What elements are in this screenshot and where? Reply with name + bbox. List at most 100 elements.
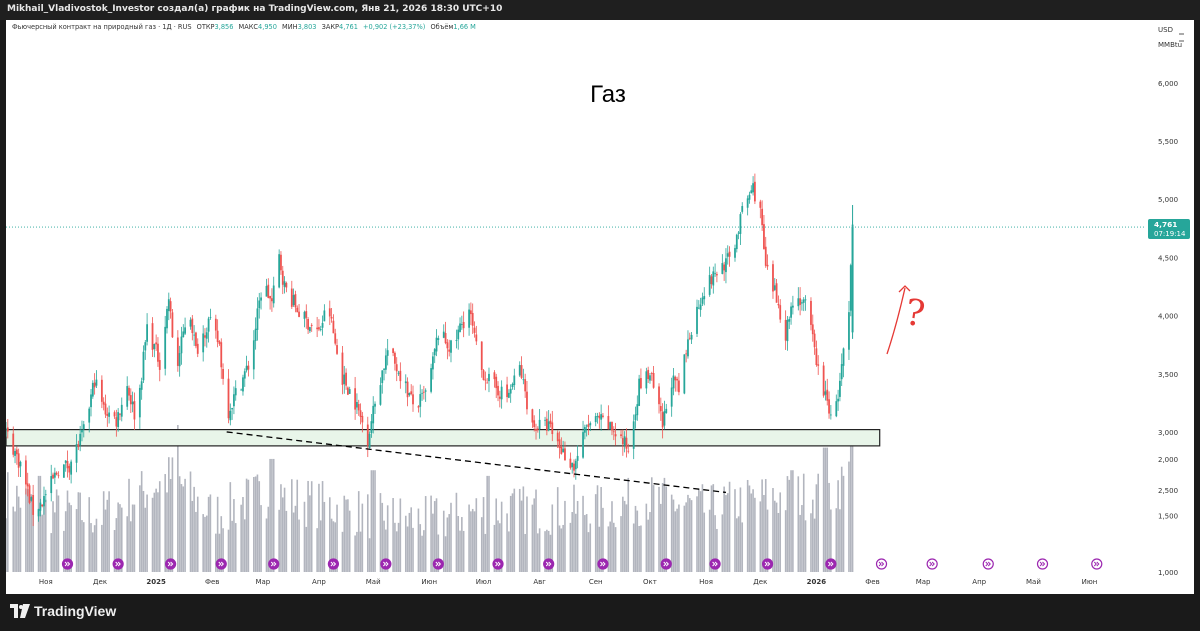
candle-body	[128, 387, 130, 396]
volume-bar	[784, 510, 787, 572]
volume-bar	[676, 508, 678, 572]
candle-body	[113, 412, 116, 417]
candle-body	[155, 342, 158, 345]
volume-bar	[708, 509, 711, 572]
scale-menu-icon[interactable]	[1179, 33, 1184, 42]
candle-body	[748, 194, 751, 200]
price-tick-label: 2,500	[1158, 487, 1178, 495]
candle-body	[625, 437, 628, 449]
legend-open-value: 3,856	[215, 23, 234, 31]
volume-bar	[484, 533, 487, 572]
candle-body	[308, 327, 311, 332]
volume-bar	[640, 525, 642, 572]
candle-body	[766, 264, 769, 267]
candle-body	[115, 417, 118, 427]
volume-bar	[457, 515, 460, 572]
event-marker-chevrons	[270, 561, 277, 567]
candle-body	[574, 460, 577, 470]
volume-layer	[6, 425, 854, 572]
candle-body	[471, 312, 474, 326]
candle-body	[204, 335, 206, 338]
volume-bar	[196, 496, 199, 572]
candle-body	[243, 371, 246, 379]
volume-bar	[752, 489, 754, 572]
candle-body	[582, 432, 584, 458]
price-scale[interactable]: USD MMBtu 6,000 5,500 5,000 4,500 4,000 3,500…	[39, 26, 1184, 586]
volume-bar	[397, 522, 400, 572]
volume-bar	[786, 476, 789, 572]
chart-container[interactable]: Фьючерсный контракт на природный газ · 1…	[6, 20, 1194, 594]
volume-bar	[245, 478, 248, 572]
candle-body	[37, 509, 40, 517]
candle-body	[417, 406, 420, 408]
volume-bar	[634, 505, 637, 572]
time-tick-label: Ноя	[699, 578, 713, 586]
candle-body	[556, 432, 559, 442]
candle-body	[15, 449, 18, 455]
candle-body	[446, 342, 449, 349]
volume-bar	[421, 535, 423, 572]
volume-bar	[93, 525, 96, 572]
candle-body	[57, 475, 60, 477]
volume-bar	[95, 518, 98, 572]
candle-body	[493, 372, 496, 380]
candle-body	[323, 310, 326, 322]
volume-bar	[372, 470, 375, 572]
candle-body	[379, 385, 382, 405]
candle-body	[209, 317, 212, 318]
candle-body	[195, 332, 197, 347]
candle-body	[231, 408, 234, 410]
volume-bar	[678, 504, 680, 572]
candle-body	[435, 337, 438, 352]
volume-bar	[260, 505, 262, 572]
volume-bar	[82, 522, 85, 572]
candle-body	[296, 307, 299, 313]
volume-bar	[602, 507, 604, 572]
time-tick-label: Фев	[205, 578, 219, 586]
event-marker-chevrons	[167, 561, 174, 567]
volume-bar	[448, 514, 450, 572]
candle-body	[62, 464, 65, 478]
volume-bar	[828, 482, 830, 572]
candle-body	[562, 448, 565, 453]
candle-body	[459, 323, 461, 332]
volume-bar	[690, 500, 693, 572]
volume-bar	[802, 473, 805, 572]
candle-body	[419, 394, 422, 407]
candle-body	[218, 341, 221, 344]
author-caption: Mikhail_Vladivostok_Investor создал(а) г…	[7, 4, 503, 14]
candle-body	[810, 300, 812, 325]
volume-bar	[278, 509, 280, 572]
volume-bar	[475, 498, 478, 572]
candle-body	[53, 472, 56, 478]
candle-body	[254, 328, 257, 342]
volume-bar	[106, 499, 109, 572]
volume-bar	[17, 496, 20, 572]
candle-body	[739, 214, 742, 234]
volume-bar	[195, 511, 197, 572]
volume-bar	[571, 512, 573, 572]
legend-close-label: ЗАКР	[322, 23, 339, 31]
candle-body	[164, 326, 167, 369]
candle-body	[587, 424, 590, 428]
candle-body	[30, 497, 33, 501]
volume-bar	[366, 494, 369, 572]
candle-body	[283, 281, 286, 287]
tradingview-brand: TradingView	[34, 603, 117, 619]
volume-bar	[799, 514, 801, 572]
volume-bar	[281, 497, 284, 572]
volume-bar	[75, 509, 78, 572]
chart[interactable]: Фьючерсный контракт на природный газ · 1…	[6, 20, 1194, 594]
candle-body	[614, 434, 617, 437]
event-marker-chevrons	[435, 561, 442, 567]
hand-drawn-annotation: ?	[886, 285, 927, 355]
candle-body	[688, 337, 691, 339]
candle-body	[824, 391, 827, 395]
tradingview-logo[interactable]: TradingView	[10, 603, 116, 619]
candle-body	[290, 288, 293, 307]
candle-body	[797, 298, 800, 307]
candle-body	[356, 402, 358, 408]
time-tick-label: Сен	[589, 578, 603, 586]
candle-body	[191, 318, 194, 334]
candle-body	[714, 273, 716, 275]
